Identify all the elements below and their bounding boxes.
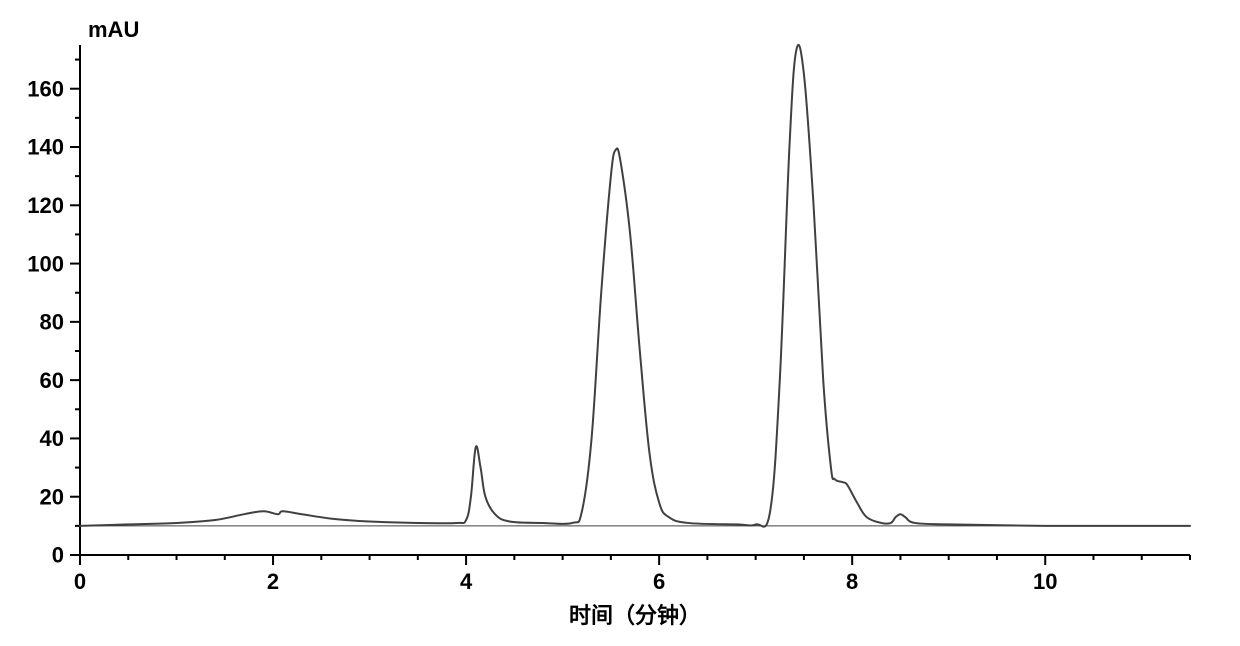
y-tick-label: 120 <box>27 193 64 218</box>
y-tick-label: 40 <box>40 426 64 451</box>
chromatogram-chart: 0246810020406080100120140160mAU时间（分钟） <box>0 0 1240 646</box>
y-unit-label: mAU <box>88 17 139 42</box>
y-tick-label: 140 <box>27 135 64 160</box>
x-tick-label: 10 <box>1033 569 1057 594</box>
x-tick-label: 2 <box>267 569 279 594</box>
y-tick-label: 160 <box>27 76 64 101</box>
y-tick-label: 100 <box>27 251 64 276</box>
y-tick-label: 0 <box>52 543 64 568</box>
x-tick-label: 8 <box>846 569 858 594</box>
x-tick-label: 0 <box>74 569 86 594</box>
y-tick-label: 60 <box>40 368 64 393</box>
chart-svg: 0246810020406080100120140160mAU时间（分钟） <box>0 0 1240 646</box>
x-tick-label: 6 <box>653 569 665 594</box>
y-tick-label: 20 <box>40 484 64 509</box>
x-tick-label: 4 <box>460 569 473 594</box>
x-axis-label: 时间（分钟） <box>569 603 701 628</box>
y-tick-label: 80 <box>40 310 64 335</box>
